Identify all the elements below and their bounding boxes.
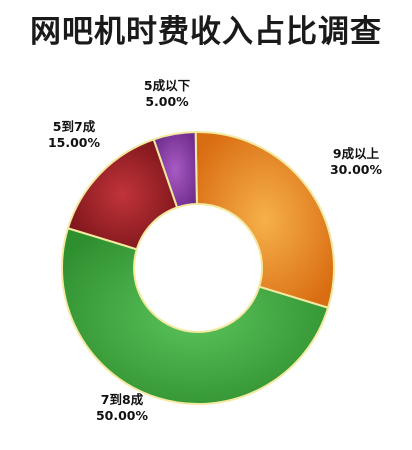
slice-5dao7cheng-label: 5到7成 15.00% xyxy=(48,119,101,150)
slice-9cheng-yishang xyxy=(194,131,335,310)
slice-9cheng-yishang-label: 9成以上 30.00% xyxy=(330,146,383,177)
slice-7dao8cheng xyxy=(61,226,330,405)
chart-title: 网吧机时费收入占比调查 xyxy=(30,14,382,50)
slice-5cheng-yixia xyxy=(152,131,198,209)
slice-7dao8cheng-label: 7到8成 50.00% xyxy=(96,392,149,423)
slice-5cheng-yixia-label: 5成以下 5.00% xyxy=(144,78,191,109)
